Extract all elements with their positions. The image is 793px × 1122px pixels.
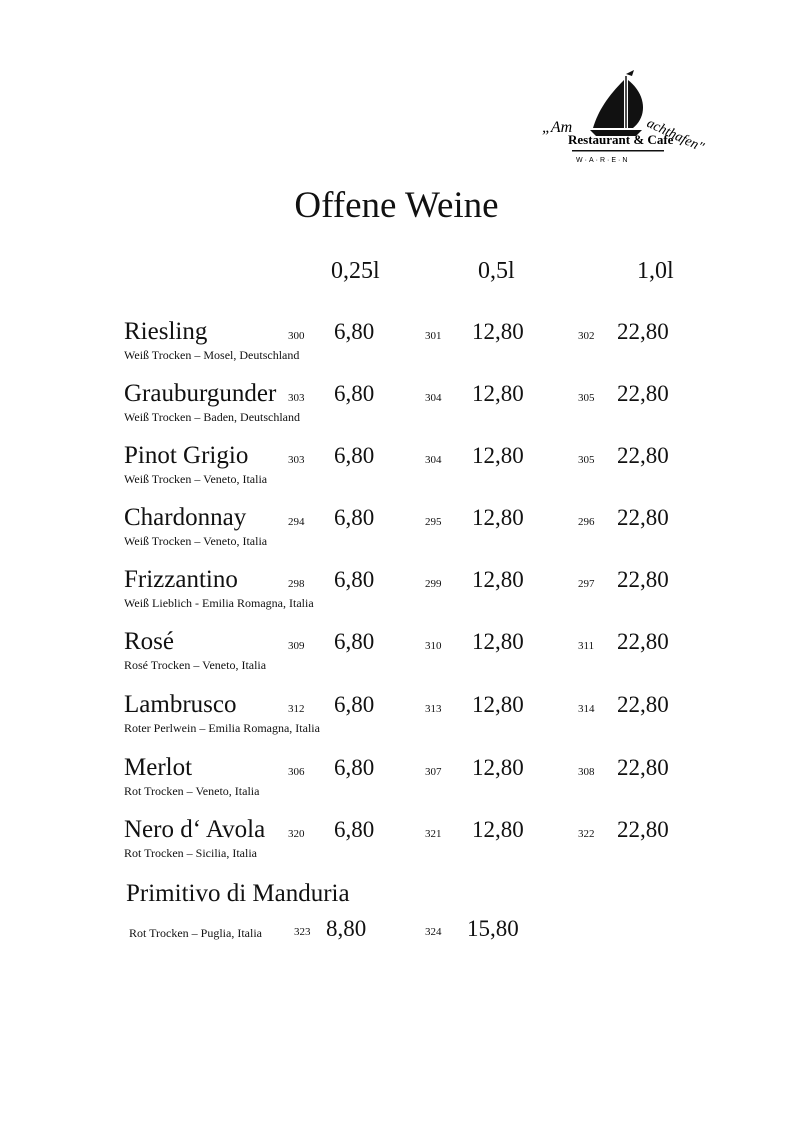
- price: 12,80: [472, 505, 524, 530]
- price: 12,80: [472, 817, 524, 842]
- wine-name: Chardonnay: [124, 504, 247, 531]
- item-number: 304: [425, 392, 442, 404]
- svg-text:W·A·R·E·N: W·A·R·E·N: [576, 157, 629, 164]
- price: 12,80: [472, 443, 524, 468]
- wine-name: Frizzantino: [124, 566, 238, 593]
- item-number: 299: [425, 578, 442, 590]
- item-number: 310: [425, 640, 442, 652]
- wine-name: Primitivo di Manduria: [126, 880, 350, 907]
- price: 12,80: [472, 567, 524, 592]
- item-number: 323: [294, 926, 311, 938]
- item-number: 312: [288, 703, 305, 715]
- price: 6,80: [334, 443, 375, 468]
- price: 22,80: [617, 443, 669, 468]
- price: 22,80: [617, 505, 669, 530]
- item-number: 321: [425, 828, 442, 840]
- price: 22,80: [617, 817, 669, 842]
- wine-name: Grauburgunder: [124, 380, 277, 407]
- price: 12,80: [472, 755, 524, 780]
- size-header-10: 1,0l: [637, 258, 674, 284]
- wine-desc: Rot Trocken – Puglia, Italia: [129, 926, 262, 940]
- price: 6,80: [334, 755, 375, 780]
- wine-name: Lambrusco: [124, 691, 237, 718]
- wine-desc: Rot Trocken – Sicilia, Italia: [124, 846, 257, 860]
- price: 12,80: [472, 381, 524, 406]
- item-number: 324: [425, 926, 442, 938]
- item-number: 308: [578, 766, 595, 778]
- size-header-025: 0,25l: [331, 258, 380, 284]
- price: 6,80: [334, 381, 375, 406]
- wine-row: Merlot Rot Trocken – Veneto, Italia 306 6…: [0, 754, 793, 804]
- item-number: 297: [578, 578, 595, 590]
- item-number: 309: [288, 640, 305, 652]
- item-number: 301: [425, 330, 442, 342]
- wine-row-primitivo: Rot Trocken – Puglia, Italia 323 8,80 32…: [0, 916, 793, 946]
- item-number: 306: [288, 766, 305, 778]
- item-number: 311: [578, 640, 595, 652]
- price: 8,80: [326, 916, 367, 941]
- wine-desc: Weiß Trocken – Baden, Deutschland: [124, 410, 301, 424]
- restaurant-logo: „Am achthafen" Restaurant & Cafe W·A·R·E…: [538, 66, 708, 166]
- sailboat-icon: „Am achthafen" Restaurant & Cafe W·A·R·E…: [542, 70, 706, 164]
- item-number: 320: [288, 828, 305, 840]
- svg-text:Restaurant & Cafe: Restaurant & Cafe: [568, 132, 674, 147]
- item-number: 314: [578, 703, 595, 715]
- price: 12,80: [472, 319, 524, 344]
- wine-desc: Weiß Trocken – Veneto, Italia: [124, 534, 268, 548]
- item-number: 294: [288, 516, 305, 528]
- price: 6,80: [334, 505, 375, 530]
- wine-desc: Roter Perlwein – Emilia Romagna, Italia: [124, 721, 320, 735]
- item-number: 304: [425, 454, 442, 466]
- price: 22,80: [617, 755, 669, 780]
- price: 6,80: [334, 692, 375, 717]
- price: 6,80: [334, 817, 375, 842]
- price: 22,80: [617, 319, 669, 344]
- item-number: 303: [288, 454, 305, 466]
- price: 22,80: [617, 692, 669, 717]
- wine-desc: Rot Trocken – Veneto, Italia: [124, 784, 260, 798]
- size-header-05: 0,5l: [478, 258, 515, 284]
- item-number: 302: [578, 330, 595, 342]
- wine-name: Merlot: [124, 754, 193, 781]
- wine-name: Riesling: [124, 318, 208, 345]
- page-title: Offene Weine: [294, 185, 499, 226]
- logo-script-am: „Am: [542, 119, 572, 136]
- wine-row: Riesling Weiß Trocken – Mosel, Deutschla…: [0, 318, 793, 368]
- item-number: 295: [425, 516, 442, 528]
- price: 6,80: [334, 629, 375, 654]
- wine-name: Nero d‘ Avola: [124, 816, 266, 843]
- item-number: 313: [425, 703, 442, 715]
- price: 22,80: [617, 629, 669, 654]
- wine-desc: Rosé Trocken – Veneto, Italia: [124, 658, 267, 672]
- wine-name: Rosé: [124, 628, 174, 655]
- wine-row: Frizzantino Weiß Lieblich - Emilia Romag…: [0, 566, 793, 616]
- item-number: 303: [288, 392, 305, 404]
- price: 22,80: [617, 567, 669, 592]
- price: 12,80: [472, 692, 524, 717]
- wine-row: Grauburgunder Weiß Trocken – Baden, Deut…: [0, 380, 793, 430]
- price: 15,80: [467, 916, 519, 941]
- item-number: 296: [578, 516, 595, 528]
- wine-row: Lambrusco Roter Perlwein – Emilia Romagn…: [0, 691, 793, 741]
- wine-row: Nero d‘ Avola Rot Trocken – Sicilia, Ita…: [0, 816, 793, 866]
- wine-desc: Weiß Trocken – Veneto, Italia: [124, 472, 268, 486]
- wine-row: Chardonnay Weiß Trocken – Veneto, Italia…: [0, 504, 793, 554]
- item-number: 322: [578, 828, 595, 840]
- wine-row: Rosé Rosé Trocken – Veneto, Italia 309 6,…: [0, 628, 793, 678]
- price: 6,80: [334, 319, 375, 344]
- wine-row: Pinot Grigio Weiß Trocken – Veneto, Ital…: [0, 442, 793, 492]
- wine-desc: Weiß Lieblich - Emilia Romagna, Italia: [124, 596, 314, 610]
- wine-desc: Weiß Trocken – Mosel, Deutschland: [124, 348, 300, 362]
- price: 6,80: [334, 567, 375, 592]
- item-number: 300: [288, 330, 305, 342]
- wine-name: Pinot Grigio: [124, 442, 249, 469]
- price: 22,80: [617, 381, 669, 406]
- item-number: 305: [578, 392, 595, 404]
- price: 12,80: [472, 629, 524, 654]
- item-number: 298: [288, 578, 305, 590]
- item-number: 305: [578, 454, 595, 466]
- item-number: 307: [425, 766, 442, 778]
